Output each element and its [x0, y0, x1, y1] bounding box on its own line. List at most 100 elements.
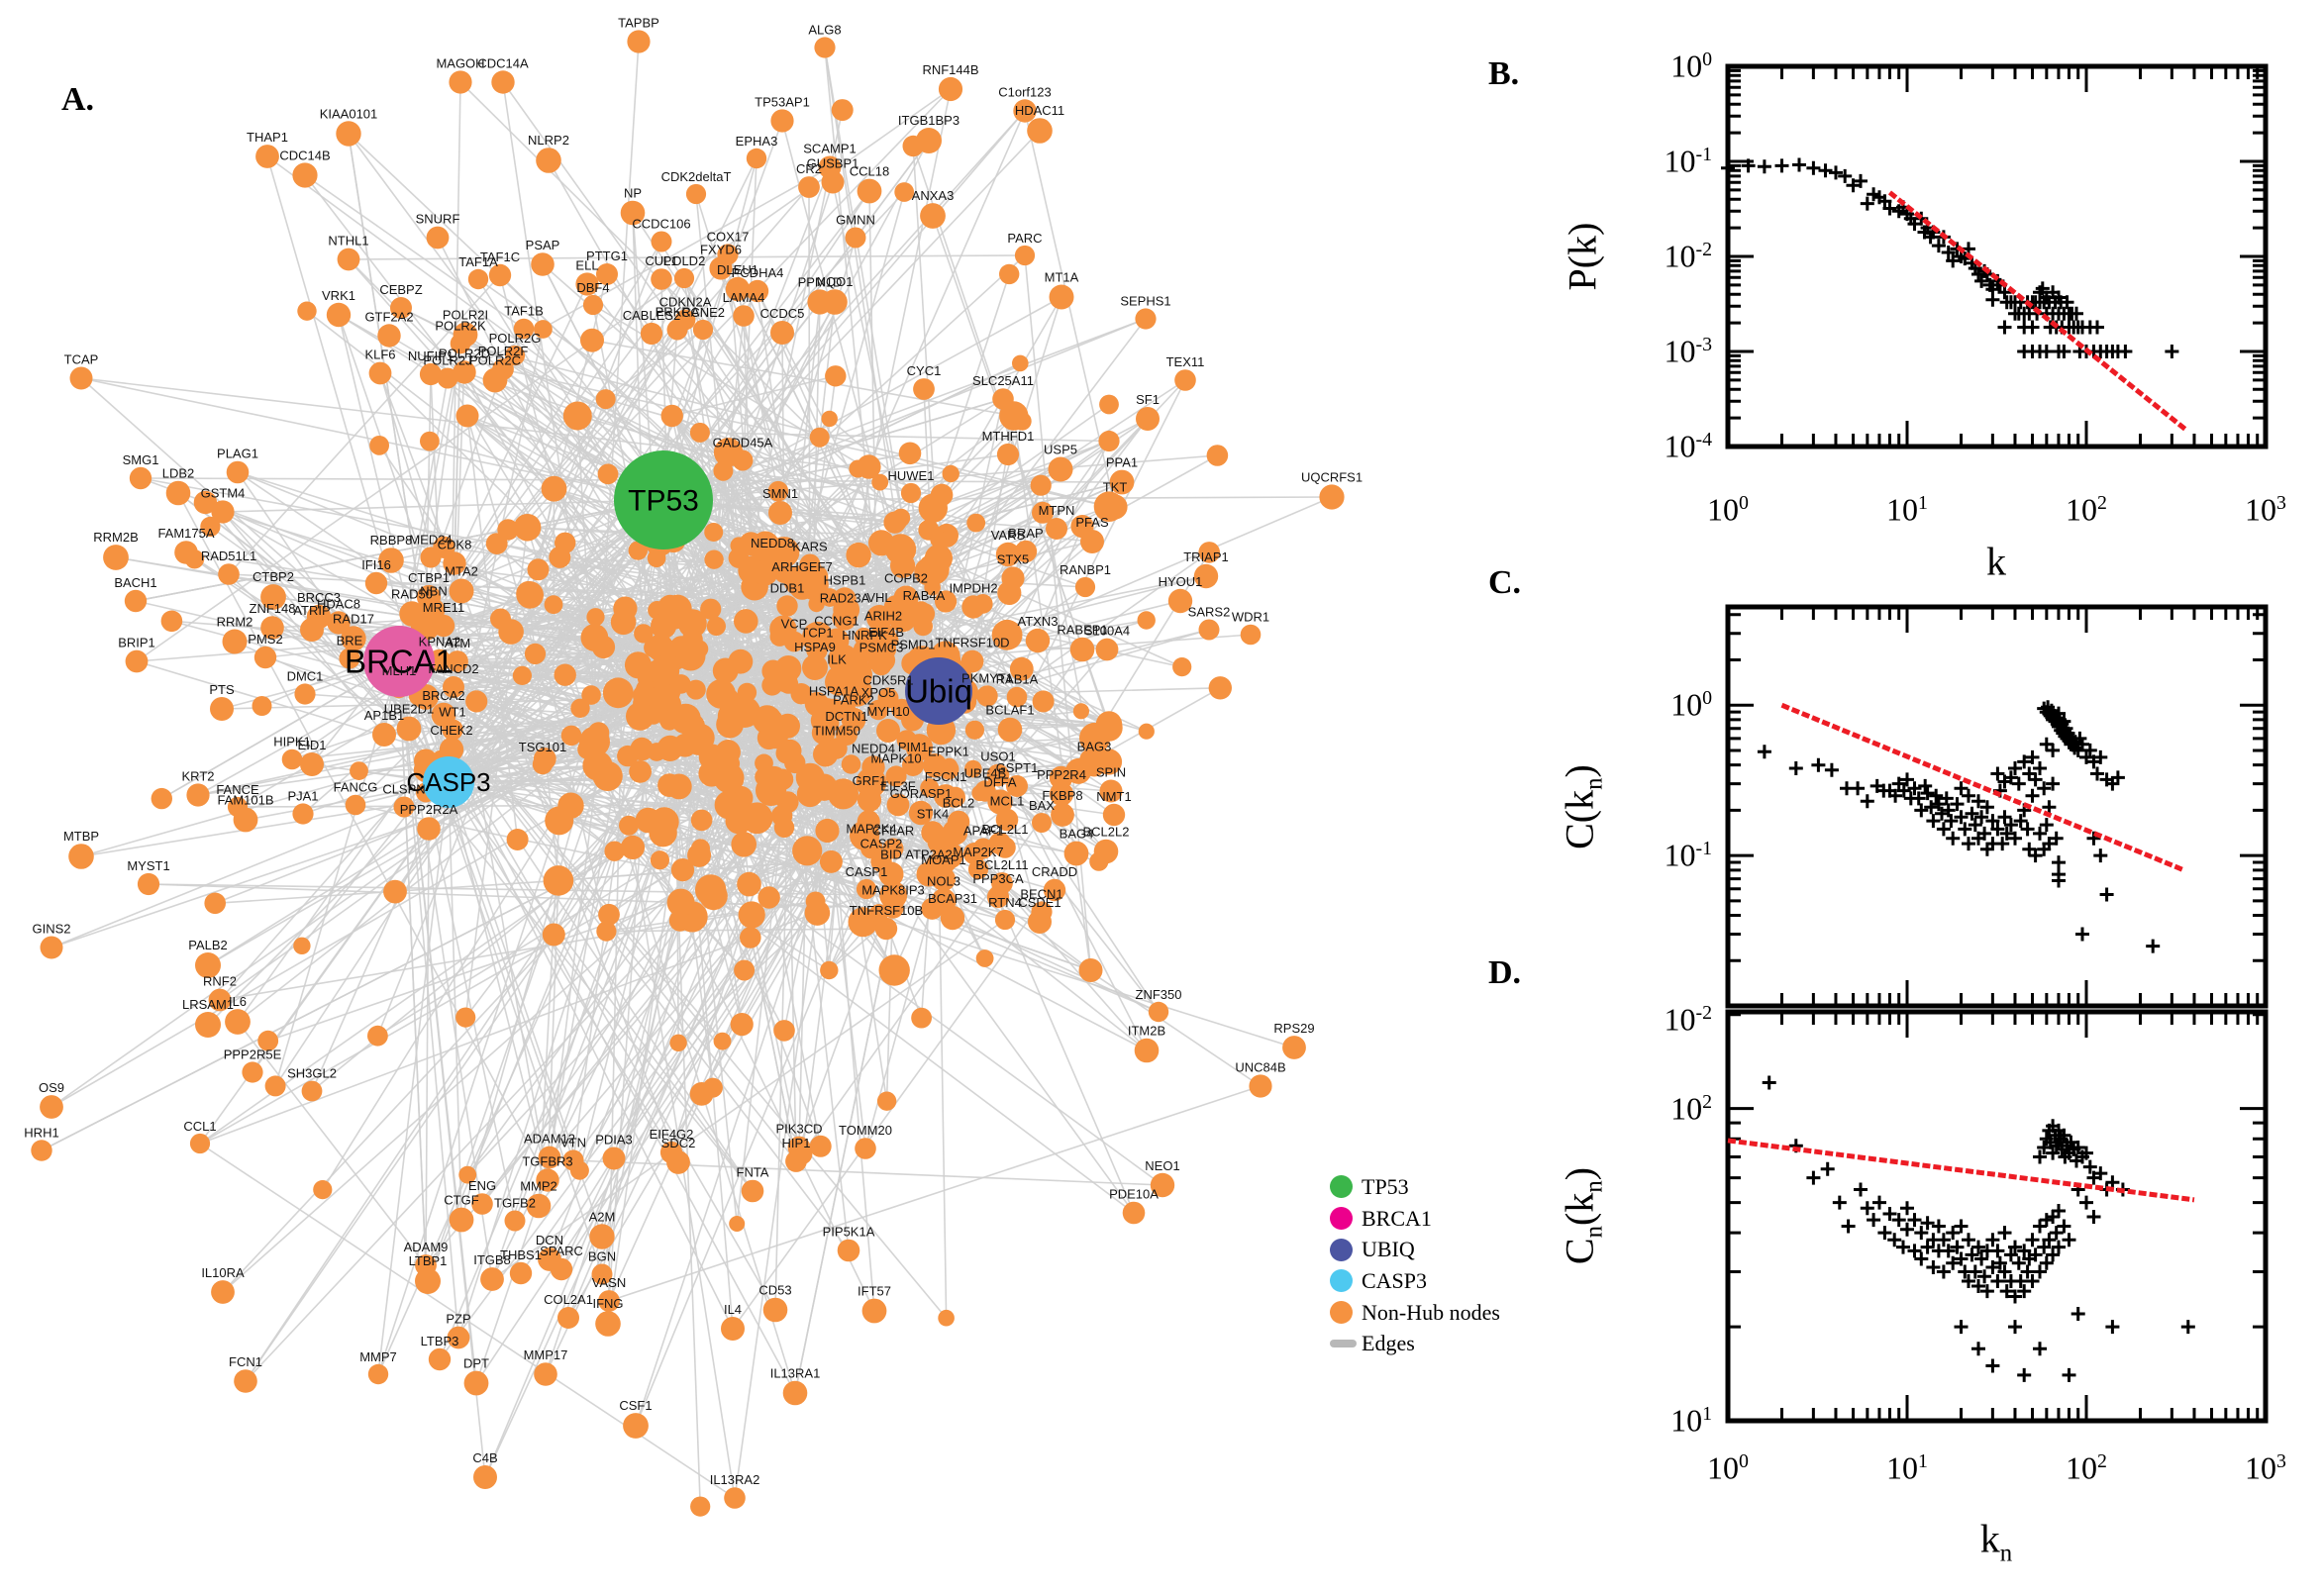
node-label: C4B — [472, 1450, 497, 1465]
node-label: MMP7 — [359, 1349, 397, 1364]
network-node — [200, 516, 221, 538]
network-node — [1122, 1201, 1146, 1225]
network-node — [580, 328, 604, 352]
node-label: SH3GL2 — [287, 1066, 337, 1081]
node-label: CHEK2 — [430, 723, 472, 738]
node-label: RABEP1 — [1057, 623, 1107, 638]
network-node — [442, 719, 463, 741]
node-label: PFAS — [1075, 515, 1109, 530]
network-node — [996, 443, 1020, 466]
node-label: SEPHS1 — [1120, 293, 1170, 308]
node-label: NTHL1 — [328, 234, 368, 249]
network-node — [368, 361, 392, 385]
x-axis-label-d: kn — [1979, 1516, 2013, 1567]
node-label: PCDHA4 — [732, 265, 784, 280]
network-node — [538, 1146, 561, 1169]
network-node — [581, 685, 601, 705]
network-node — [589, 1224, 615, 1249]
network-node — [1009, 656, 1034, 681]
node-label: CABLES2 — [623, 308, 681, 323]
network-node — [367, 1025, 388, 1047]
network-node — [809, 427, 830, 448]
node-label: CDC14B — [279, 148, 330, 162]
node-label: RBBP8 — [370, 533, 413, 548]
panel-c-plot — [1725, 604, 2269, 1009]
x-tick-label: 102 — [2066, 491, 2107, 528]
network-node — [821, 410, 838, 428]
x-tick-label: 103 — [2245, 1449, 2286, 1486]
node-label: BRE — [337, 633, 363, 648]
network-node — [562, 401, 592, 431]
legend-edge-swatch — [1330, 1340, 1357, 1348]
node-label: MYH10 — [866, 704, 909, 719]
network-node — [986, 885, 1010, 909]
network-node — [210, 697, 234, 721]
node-label: PDIA3 — [595, 1132, 633, 1147]
node-label: ELL — [575, 257, 598, 272]
node-label: MAGOH — [436, 55, 484, 70]
network-node — [1198, 542, 1220, 563]
network-node — [699, 881, 728, 911]
network-node — [1102, 494, 1128, 520]
x-tick-label: 101 — [1886, 1449, 1928, 1486]
network-node — [690, 809, 713, 832]
node-label: MTA2 — [445, 563, 478, 578]
network-node — [420, 431, 440, 451]
y-axis-label-c: C(kn) — [1557, 764, 1608, 849]
network-node — [902, 754, 924, 776]
network-node — [326, 302, 352, 328]
node-label: ATXN3 — [1018, 614, 1059, 629]
network-node — [647, 549, 666, 568]
network-node — [809, 1135, 832, 1157]
hub-node-ubiq — [905, 657, 972, 725]
network-node — [746, 279, 769, 303]
network-node — [1006, 686, 1028, 708]
node-label: RRM2B — [93, 530, 139, 545]
network-node — [738, 901, 765, 929]
network-node — [596, 263, 618, 285]
network-node — [579, 726, 610, 757]
network-node — [420, 547, 442, 568]
network-node — [651, 268, 672, 290]
node-label: MED24 — [409, 532, 452, 547]
node-label: VTN — [560, 1135, 586, 1149]
network-node — [961, 595, 985, 619]
node-label: TAF1A — [458, 254, 498, 269]
network-node — [1206, 445, 1229, 466]
network-node — [758, 886, 780, 909]
network-node — [1069, 637, 1095, 662]
axis-ticks — [1726, 64, 2268, 449]
node-label: DMC1 — [287, 668, 324, 683]
network-node — [995, 542, 1021, 567]
network-node — [260, 584, 286, 610]
node-label: POLD2 — [663, 253, 706, 268]
network-node — [69, 366, 93, 390]
network-node — [586, 608, 605, 627]
node-label: HSPA9 — [794, 640, 836, 654]
node-label: THAP1 — [247, 130, 288, 145]
node-label: HIP1 — [782, 1136, 811, 1150]
network-node — [369, 436, 389, 455]
network-node — [613, 596, 638, 621]
network-node — [778, 739, 802, 762]
x-tick-label: 100 — [1707, 1449, 1749, 1486]
plot-frame — [1725, 1009, 2269, 1424]
network-node — [815, 818, 840, 844]
network-node — [762, 1297, 788, 1323]
y-tick-label: 100 — [1670, 48, 1712, 84]
network-node — [737, 871, 761, 897]
network-node — [544, 595, 563, 615]
node-label: RAD50 — [391, 586, 433, 601]
network-node — [802, 654, 828, 680]
network-node — [623, 1413, 649, 1439]
network-node — [819, 849, 843, 873]
node-label: FANCD2 — [428, 661, 478, 676]
network-node — [124, 589, 148, 613]
network-node — [825, 365, 847, 387]
network-node — [731, 813, 752, 834]
network-node — [255, 145, 279, 168]
network-node — [504, 345, 526, 366]
plot-frame — [1725, 604, 2269, 1009]
network-node — [396, 716, 422, 742]
network-node — [383, 879, 407, 904]
